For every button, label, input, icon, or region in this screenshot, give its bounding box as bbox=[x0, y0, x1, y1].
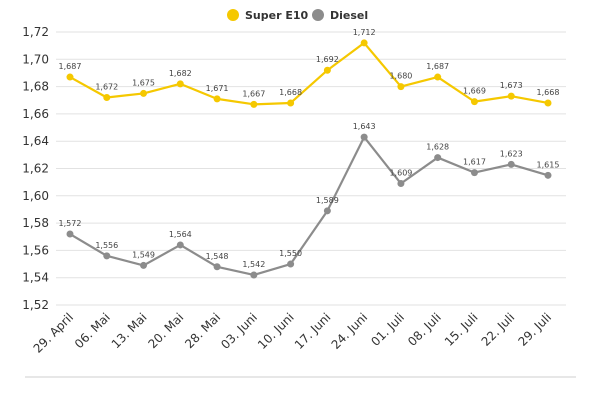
data-label: 1,687 bbox=[59, 62, 82, 71]
legend-label: Diesel bbox=[330, 9, 368, 22]
data-label: 1,617 bbox=[463, 158, 486, 167]
data-point bbox=[213, 263, 221, 271]
y-tick-label: 1,54 bbox=[22, 271, 49, 285]
y-tick-label: 1,64 bbox=[22, 134, 49, 148]
y-tick-label: 1,60 bbox=[22, 189, 49, 203]
data-label: 1,615 bbox=[537, 160, 560, 169]
data-point bbox=[434, 154, 442, 162]
x-tick-label: 08. Juli bbox=[405, 310, 444, 349]
data-point bbox=[140, 261, 148, 269]
data-point bbox=[250, 271, 258, 279]
data-point bbox=[103, 252, 111, 260]
data-point bbox=[507, 92, 515, 100]
x-tick-label: 29. Juli bbox=[515, 310, 554, 349]
data-label: 1,550 bbox=[279, 249, 302, 258]
y-tick-label: 1,68 bbox=[22, 80, 49, 94]
legend: Super E10 Diesel bbox=[227, 9, 368, 22]
x-tick-label: 22. Juli bbox=[479, 310, 518, 349]
data-label: 1,672 bbox=[95, 83, 118, 92]
data-label: 1,668 bbox=[537, 88, 560, 97]
data-label: 1,671 bbox=[206, 84, 229, 93]
data-label: 1,609 bbox=[389, 169, 412, 178]
data-point bbox=[323, 207, 331, 215]
data-label: 1,623 bbox=[500, 149, 523, 158]
x-tick-label: 20. Mai bbox=[145, 310, 186, 351]
data-point bbox=[360, 133, 368, 141]
x-tick-label: 06. Mai bbox=[72, 310, 113, 351]
y-tick-label: 1,52 bbox=[22, 298, 49, 312]
y-tick-label: 1,58 bbox=[22, 216, 49, 230]
data-point bbox=[103, 94, 111, 102]
data-label: 1,673 bbox=[500, 81, 523, 90]
data-label: 1,549 bbox=[132, 250, 155, 259]
legend-swatch bbox=[312, 9, 324, 21]
data-label: 1,589 bbox=[316, 196, 339, 205]
data-label: 1,687 bbox=[426, 62, 449, 71]
data-point bbox=[176, 80, 184, 88]
data-point bbox=[213, 95, 221, 103]
x-tick-label: 01. Juli bbox=[368, 310, 407, 349]
data-point bbox=[434, 73, 442, 81]
data-label: 1,680 bbox=[389, 72, 412, 81]
data-point bbox=[287, 260, 295, 268]
y-tick-label: 1,72 bbox=[22, 25, 49, 39]
data-label: 1,556 bbox=[95, 241, 118, 250]
data-point bbox=[507, 160, 515, 168]
data-point bbox=[397, 180, 405, 188]
series-lines bbox=[66, 39, 552, 279]
data-label: 1,643 bbox=[353, 122, 376, 131]
x-tick-label: 10. Juni bbox=[255, 310, 297, 352]
super-e10-line bbox=[69, 41, 549, 106]
data-point bbox=[66, 230, 74, 238]
data-point bbox=[470, 98, 478, 106]
data-labels: 1,687 1,672 1,675 1,682 1,671 1,667 1,668 1,692… bbox=[59, 28, 560, 269]
data-label: 1,668 bbox=[279, 88, 302, 97]
data-point bbox=[140, 89, 148, 97]
data-point bbox=[544, 99, 552, 107]
data-label: 1,542 bbox=[242, 260, 265, 269]
x-tick-label: 03. Juni bbox=[218, 310, 260, 352]
y-tick-label: 1,70 bbox=[22, 52, 49, 66]
x-tick-label: 17. Juni bbox=[292, 310, 334, 352]
y-tick-label: 1,62 bbox=[22, 162, 49, 176]
data-label: 1,548 bbox=[206, 252, 229, 261]
data-label: 1,712 bbox=[353, 28, 376, 37]
data-point bbox=[470, 169, 478, 177]
data-label: 1,682 bbox=[169, 69, 192, 78]
y-tick-label: 1,56 bbox=[22, 243, 49, 257]
data-point bbox=[287, 99, 295, 107]
legend-label: Super E10 bbox=[245, 9, 309, 22]
data-point bbox=[360, 39, 368, 47]
data-label: 1,669 bbox=[463, 87, 486, 96]
data-point bbox=[323, 66, 331, 74]
data-label: 1,628 bbox=[426, 143, 449, 152]
data-point bbox=[66, 73, 74, 81]
data-point bbox=[250, 100, 258, 108]
legend-swatch bbox=[227, 9, 239, 21]
y-tick-label: 1,66 bbox=[22, 107, 49, 121]
data-label: 1,572 bbox=[59, 219, 82, 228]
data-point bbox=[176, 241, 184, 249]
data-label: 1,692 bbox=[316, 55, 339, 64]
x-tick-label: 24. Juni bbox=[329, 310, 371, 352]
x-tick-label: 15. Juli bbox=[442, 310, 481, 349]
data-label: 1,564 bbox=[169, 230, 192, 239]
diesel-line bbox=[69, 136, 549, 277]
x-tick-label: 29. April bbox=[31, 310, 76, 355]
x-tick-label: 28. Mai bbox=[182, 310, 223, 351]
data-point bbox=[397, 83, 405, 91]
data-point bbox=[544, 171, 552, 179]
x-tick-label: 13. Mai bbox=[109, 310, 150, 351]
data-label: 1,667 bbox=[242, 89, 265, 98]
y-axis-ticks: 1,52 1,54 1,56 1,58 1,60 1,62 1,64 1,66 1,68 1,70… bbox=[22, 25, 49, 312]
gridlines bbox=[56, 31, 566, 306]
data-label: 1,675 bbox=[132, 78, 155, 87]
